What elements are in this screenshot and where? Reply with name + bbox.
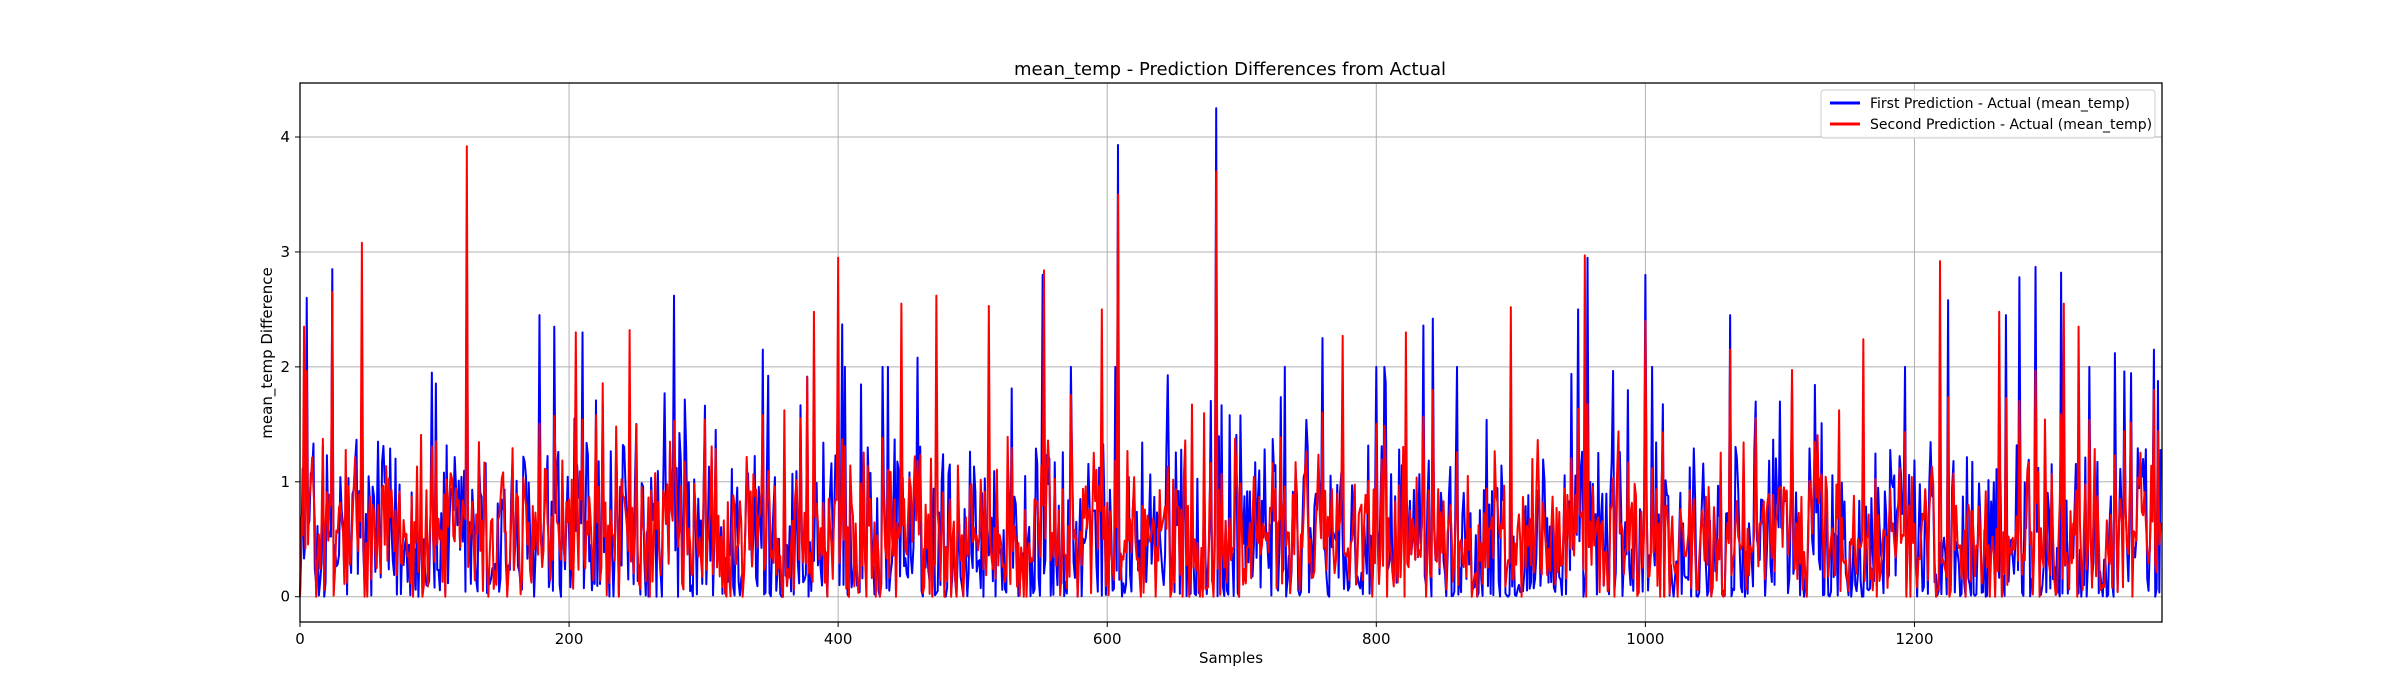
x-tick-label: 400 <box>824 630 853 648</box>
x-tick-label: 600 <box>1093 630 1122 648</box>
legend-label-second: Second Prediction - Actual (mean_temp) <box>1870 117 2152 133</box>
y-axis-title: mean_temp Difference <box>258 267 277 438</box>
tick-layer: 0 200 400 600 800 1000 1200 0 1 2 3 4 <box>280 128 1933 648</box>
x-tick-label: 1000 <box>1626 630 1664 648</box>
y-tick-label: 4 <box>280 128 290 146</box>
legend-box <box>1820 89 2156 139</box>
x-tick-label: 0 <box>295 630 305 648</box>
x-axis-title: Samples <box>1199 649 1263 667</box>
x-tick-label: 1200 <box>1895 630 1933 648</box>
x-tick-label: 200 <box>555 630 584 648</box>
legend: First Prediction - Actual (mean_temp) Se… <box>1820 89 2156 139</box>
chart-title: mean_temp - Prediction Differences from … <box>1014 59 1446 80</box>
legend-label-first: First Prediction - Actual (mean_temp) <box>1870 96 2130 112</box>
x-tick-label: 800 <box>1362 630 1391 648</box>
y-tick-label: 2 <box>280 358 290 376</box>
y-tick-label: 3 <box>280 243 290 261</box>
plot-frame <box>299 82 2163 623</box>
series-layer <box>299 107 2162 598</box>
y-tick-label: 0 <box>280 588 290 606</box>
series-line-2 <box>299 145 2162 598</box>
y-tick-label: 1 <box>280 473 290 491</box>
